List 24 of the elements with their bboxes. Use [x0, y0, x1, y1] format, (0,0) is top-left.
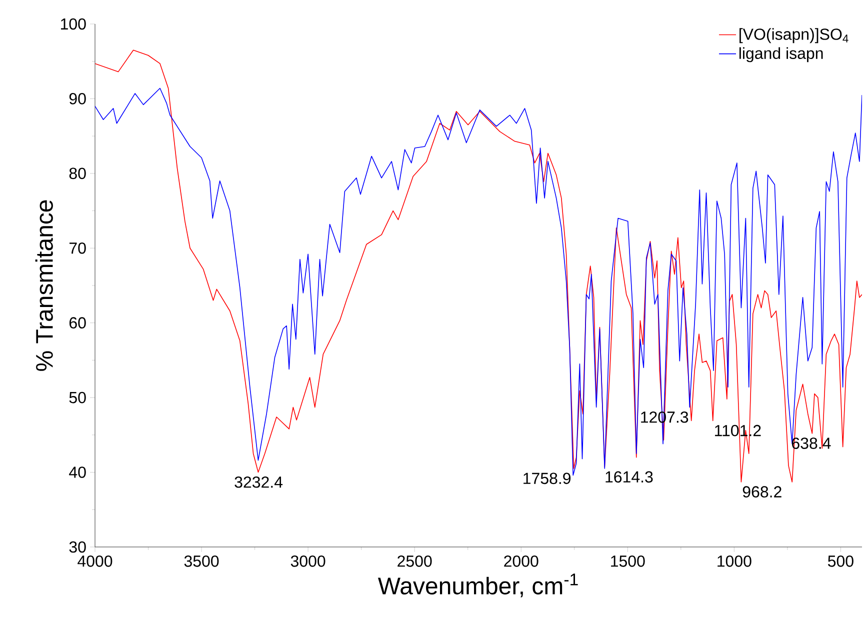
y-tick-label: 90 — [69, 93, 86, 104]
x-tick-label: 3500 — [184, 556, 219, 567]
legend-label: [VO(isapn)]SO$_{4}$ — [740, 28, 848, 44]
x-tick-label: 4000 — [78, 556, 112, 567]
x-tick-label: 2500 — [398, 556, 432, 567]
y-tick-label: 30 — [69, 541, 86, 553]
annotation: 3232.4 — [234, 476, 283, 488]
legend-label: ligand isapn — [739, 47, 823, 62]
x-tick-label: 1000 — [718, 556, 752, 567]
annotation: 1614.3 — [606, 471, 653, 483]
x-tick-label: 500 — [828, 556, 854, 567]
x-tick-label: 1500 — [611, 556, 645, 567]
y-tick-label: 80 — [69, 168, 86, 180]
y-tick-label: 50 — [69, 392, 86, 404]
annotation: 968.2 — [742, 486, 782, 498]
y-axis-title: % Transmitance — [35, 200, 53, 371]
x-axis-title: Wavenumber, cm$^{-1}$ — [378, 574, 578, 598]
y-tick-label: 100 — [61, 18, 86, 30]
annotation: 1758.9 — [524, 472, 571, 484]
y-tick-label: 40 — [69, 466, 86, 478]
y-tick-label: 70 — [70, 242, 86, 254]
x-tick-label: 2000 — [504, 556, 538, 567]
y-tick-label: 60 — [69, 317, 86, 329]
x-tick-label: 3000 — [290, 556, 326, 567]
